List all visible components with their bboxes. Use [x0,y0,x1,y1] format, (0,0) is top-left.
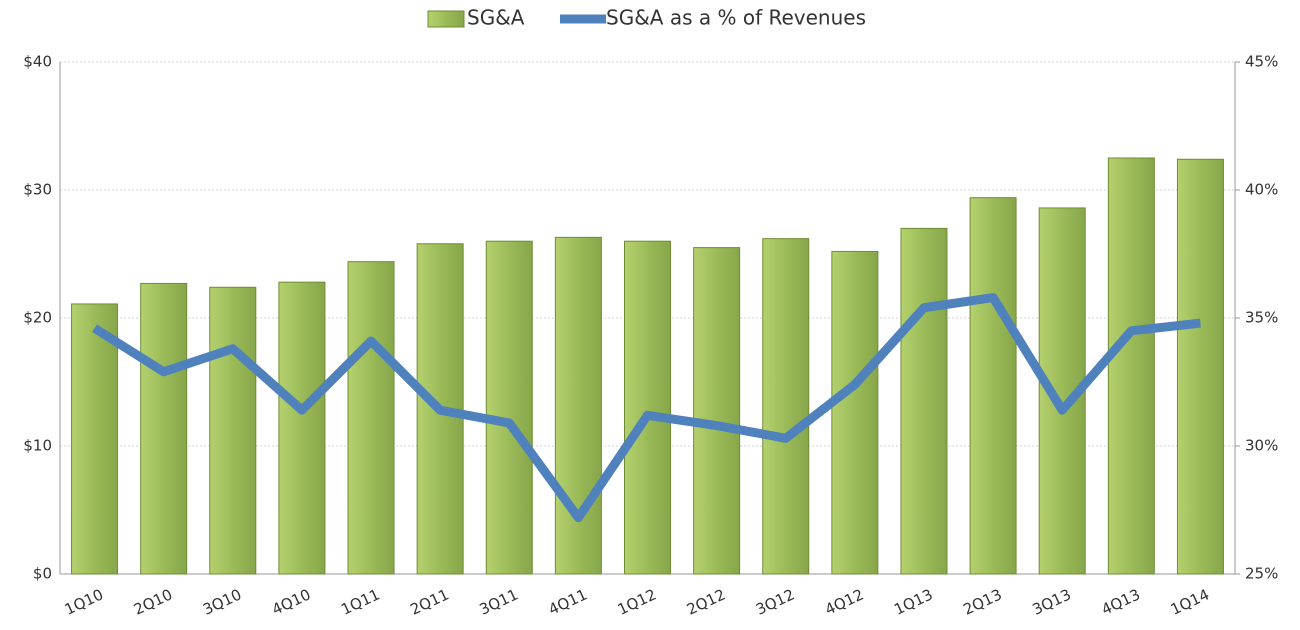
bar [969,197,1017,575]
bar [71,303,119,575]
bar [278,281,326,575]
bar [140,282,188,575]
x-tick-label: 3Q13 [1030,585,1074,618]
x-tick-label: 1Q11 [338,585,382,618]
x-tick-label: 2Q12 [684,585,728,618]
bar [209,286,257,575]
y-tick-label: $40 [23,53,52,71]
bar [762,238,810,575]
x-tick-label: 3Q12 [753,585,797,618]
x-tick-label: 2Q11 [407,585,451,618]
line [92,293,1201,523]
y-tick-label: $20 [23,309,52,327]
y-tick-label: $10 [23,437,52,455]
x-tick-label: 1Q12 [615,585,659,618]
y2-tick-label: 25% [1245,565,1278,583]
x-tick-label: 1Q13 [891,585,935,618]
bar [831,250,879,575]
x-tick-label: 1Q14 [1168,585,1212,618]
bar [900,227,948,575]
y-tick-label: $30 [23,181,52,199]
x-tick-label: 2Q13 [960,585,1004,618]
y2-tick-label: 45% [1245,53,1278,71]
legend-swatch-bar [427,10,465,28]
x-tick-label: 1Q10 [62,585,106,618]
x-tick-label: 3Q11 [477,585,521,618]
y2-tick-label: 35% [1245,309,1278,327]
bar [693,247,741,575]
bar [347,261,395,575]
y-tick-label: $0 [33,565,52,583]
x-tick-label: 4Q11 [546,585,590,618]
x-tick-label: 4Q10 [269,585,313,618]
bar [1176,158,1224,575]
bar [554,236,602,575]
bar [624,240,671,575]
bar [1107,157,1155,575]
x-tick-label: 4Q12 [822,585,866,618]
legend: SG&A SG&A as a % of Revenues [427,6,866,30]
x-tick-label: 4Q13 [1099,585,1143,618]
bar [485,240,533,575]
y2-tick-label: 30% [1245,437,1278,455]
x-tick-label: 3Q10 [200,585,244,618]
legend-label: SG&A as a % of Revenues [606,6,866,30]
x-tick-label: 2Q10 [131,585,175,618]
y2-tick-label: 40% [1245,181,1278,199]
legend-label: SG&A [467,6,525,30]
